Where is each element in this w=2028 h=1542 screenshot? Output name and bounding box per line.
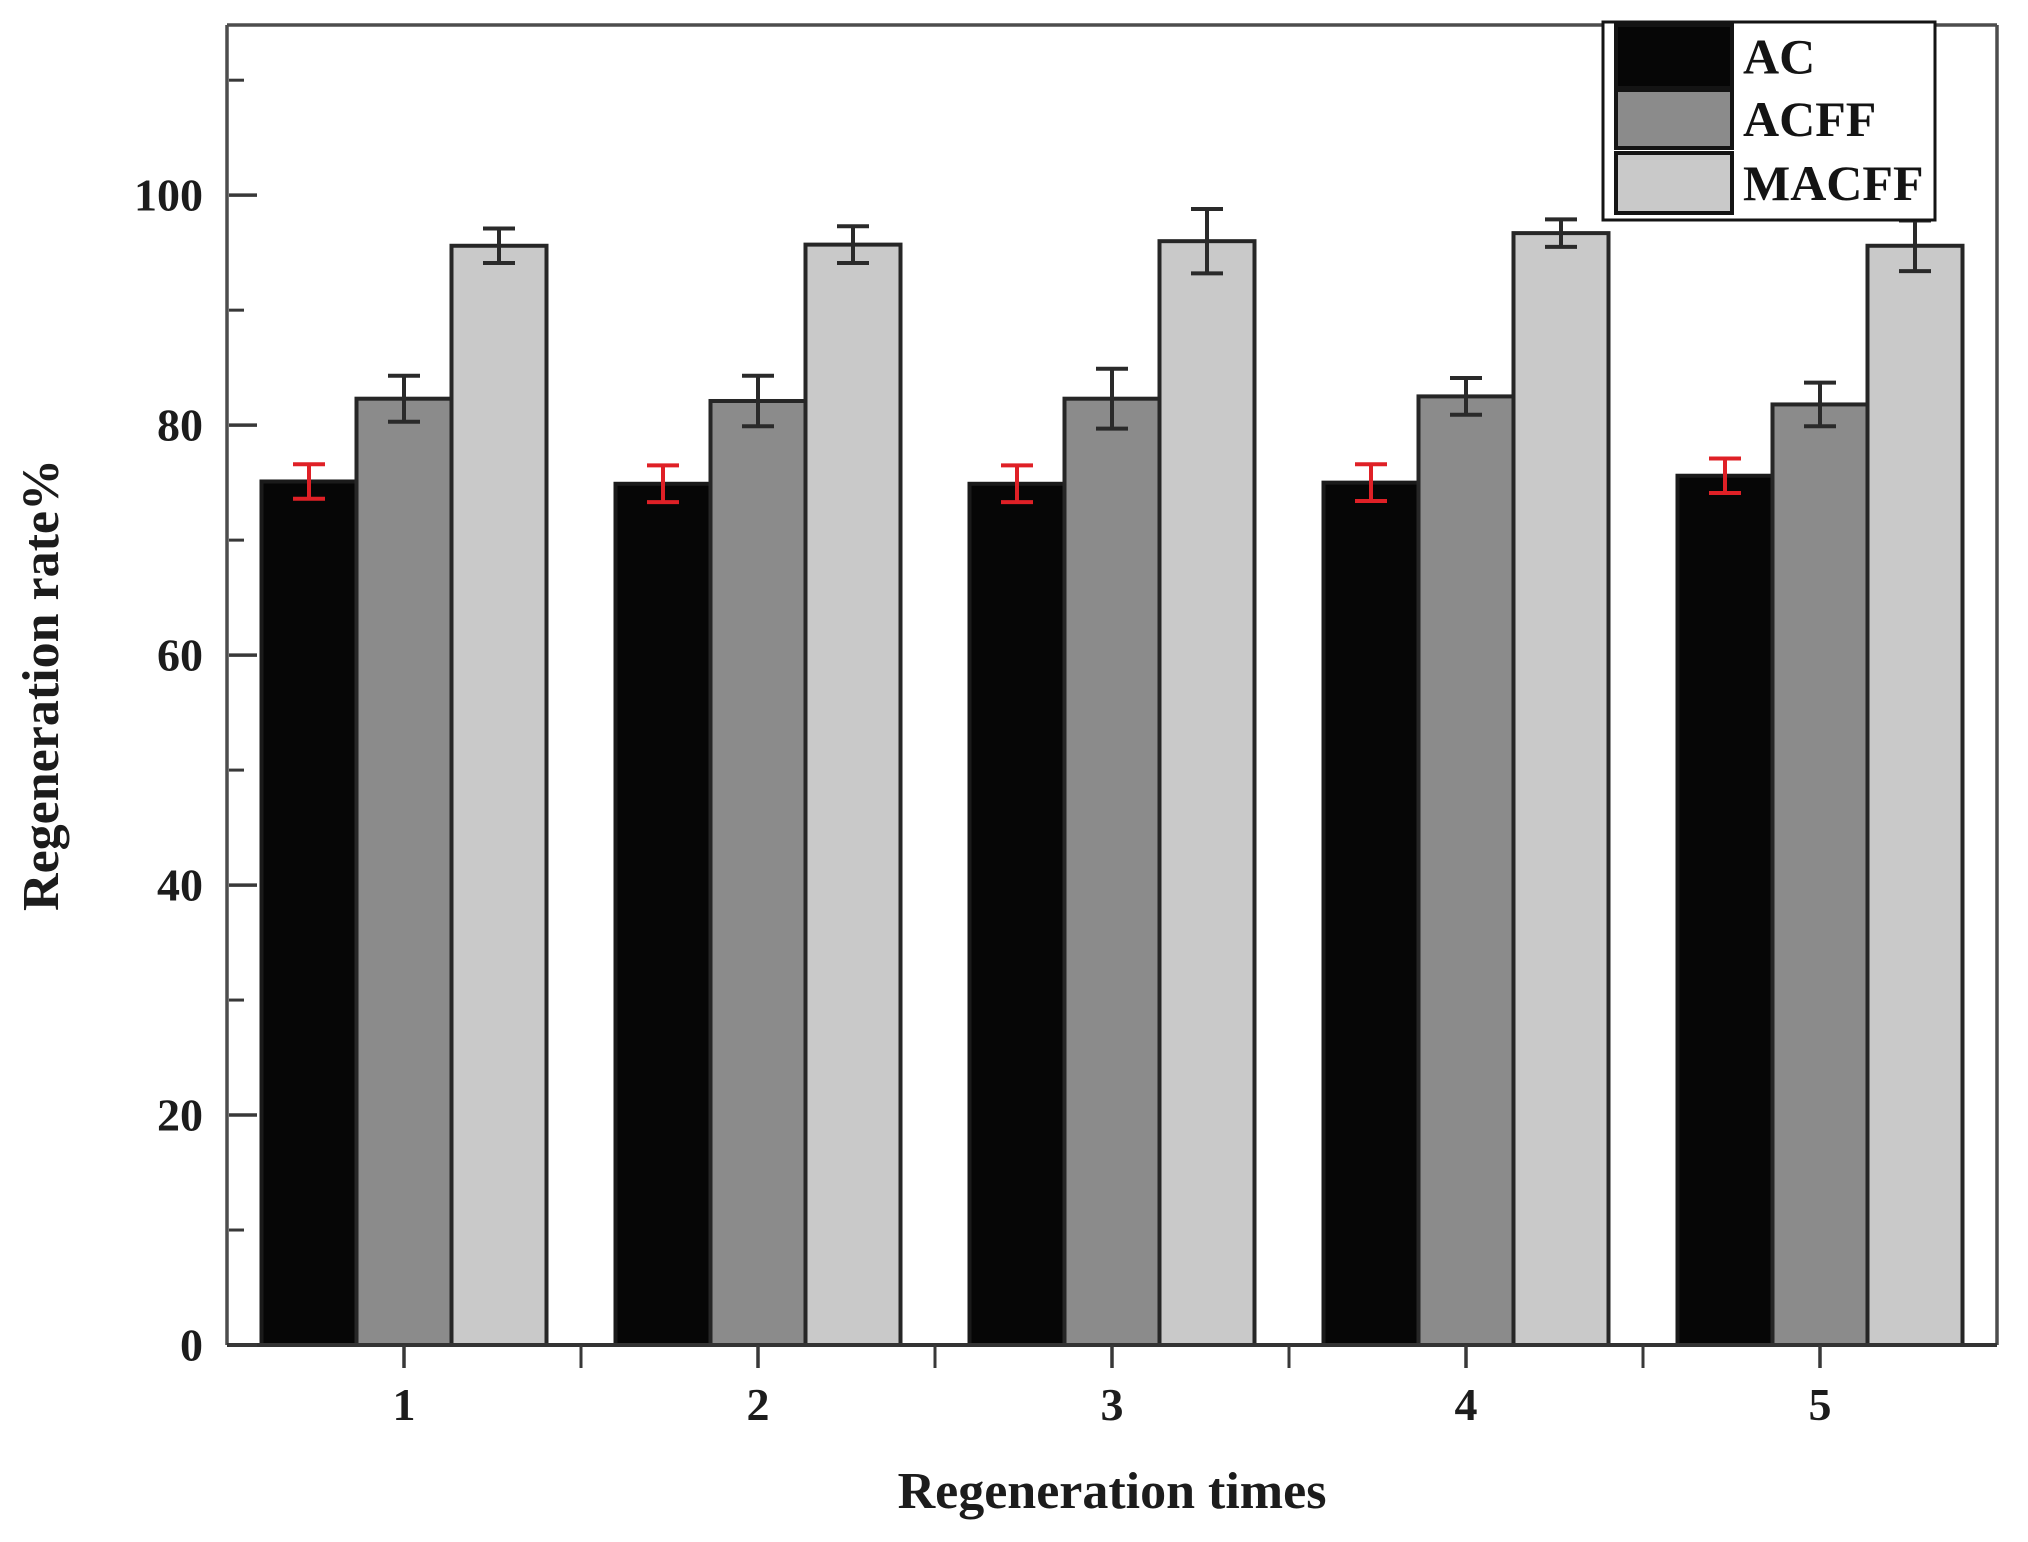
bar-AC-3 <box>967 481 1067 1347</box>
error-bar-AC-5 <box>1709 456 1741 495</box>
legend-swatch-AC <box>1614 23 1734 90</box>
x-tick-label: 1 <box>393 1379 416 1430</box>
y-tick-label: 80 <box>157 400 203 451</box>
bar-AC-5 <box>1675 473 1775 1348</box>
legend-swatch-MACFF <box>1614 151 1734 215</box>
error-bar-ACFF-2 <box>742 373 774 429</box>
x-tick-label: 3 <box>1101 1379 1124 1430</box>
bar-MACFF-5 <box>1865 243 1965 1347</box>
bar-MACFF-4 <box>1511 231 1611 1348</box>
legend-label-MACFF: MACFF <box>1743 155 1924 211</box>
plot-area: 0 20 40 60 80 100 1 2 3 4 5 AC ACFF MACFF <box>134 20 1999 1430</box>
y-tick-label: 100 <box>134 170 203 221</box>
error-bar-MACFF-3 <box>1191 206 1223 276</box>
bar-AC-4 <box>1321 480 1421 1347</box>
bar-MACFF-1 <box>449 243 549 1347</box>
x-tick-label: 2 <box>747 1379 770 1430</box>
y-axis-title: Regeneration rate% <box>13 459 70 911</box>
error-bar-ACFF-4 <box>1450 375 1482 417</box>
bar-MACFF-3 <box>1157 239 1257 1348</box>
error-bar-AC-3 <box>1001 463 1033 505</box>
error-bar-MACFF-1 <box>483 226 515 266</box>
bar-ACFF-1 <box>354 396 454 1348</box>
error-bar-ACFF-5 <box>1804 380 1836 429</box>
x-tick-label: 4 <box>1455 1379 1478 1430</box>
error-bar-ACFF-1 <box>388 373 420 424</box>
error-bar-ACFF-3 <box>1096 366 1128 431</box>
error-bar-AC-2 <box>647 463 679 505</box>
legend-label-ACFF: ACFF <box>1743 91 1876 147</box>
y-tick-label: 40 <box>157 860 203 911</box>
bar-AC-2 <box>613 481 713 1347</box>
error-bar-AC-4 <box>1355 462 1387 504</box>
legend-swatch-ACFF <box>1614 88 1734 150</box>
bar-AC-1 <box>259 479 359 1347</box>
y-tick-label: 20 <box>157 1090 203 1141</box>
error-bar-MACFF-4 <box>1545 217 1577 249</box>
error-bar-AC-1 <box>293 462 325 501</box>
bar-ACFF-4 <box>1416 394 1516 1347</box>
y-tick-label: 0 <box>180 1320 203 1371</box>
bar-ACFF-5 <box>1770 402 1870 1347</box>
bar-ACFF-3 <box>1062 396 1162 1348</box>
error-bar-MACFF-2 <box>837 224 869 266</box>
bar-MACFF-2 <box>803 242 903 1348</box>
y-tick-label: 60 <box>157 630 203 681</box>
bar-ACFF-2 <box>708 398 808 1347</box>
legend-label-AC: AC <box>1743 29 1815 85</box>
legend: AC ACFF MACFF <box>1601 20 1937 222</box>
x-tick-label: 5 <box>1809 1379 1832 1430</box>
x-axis-title: Regeneration times <box>898 1463 1327 1520</box>
